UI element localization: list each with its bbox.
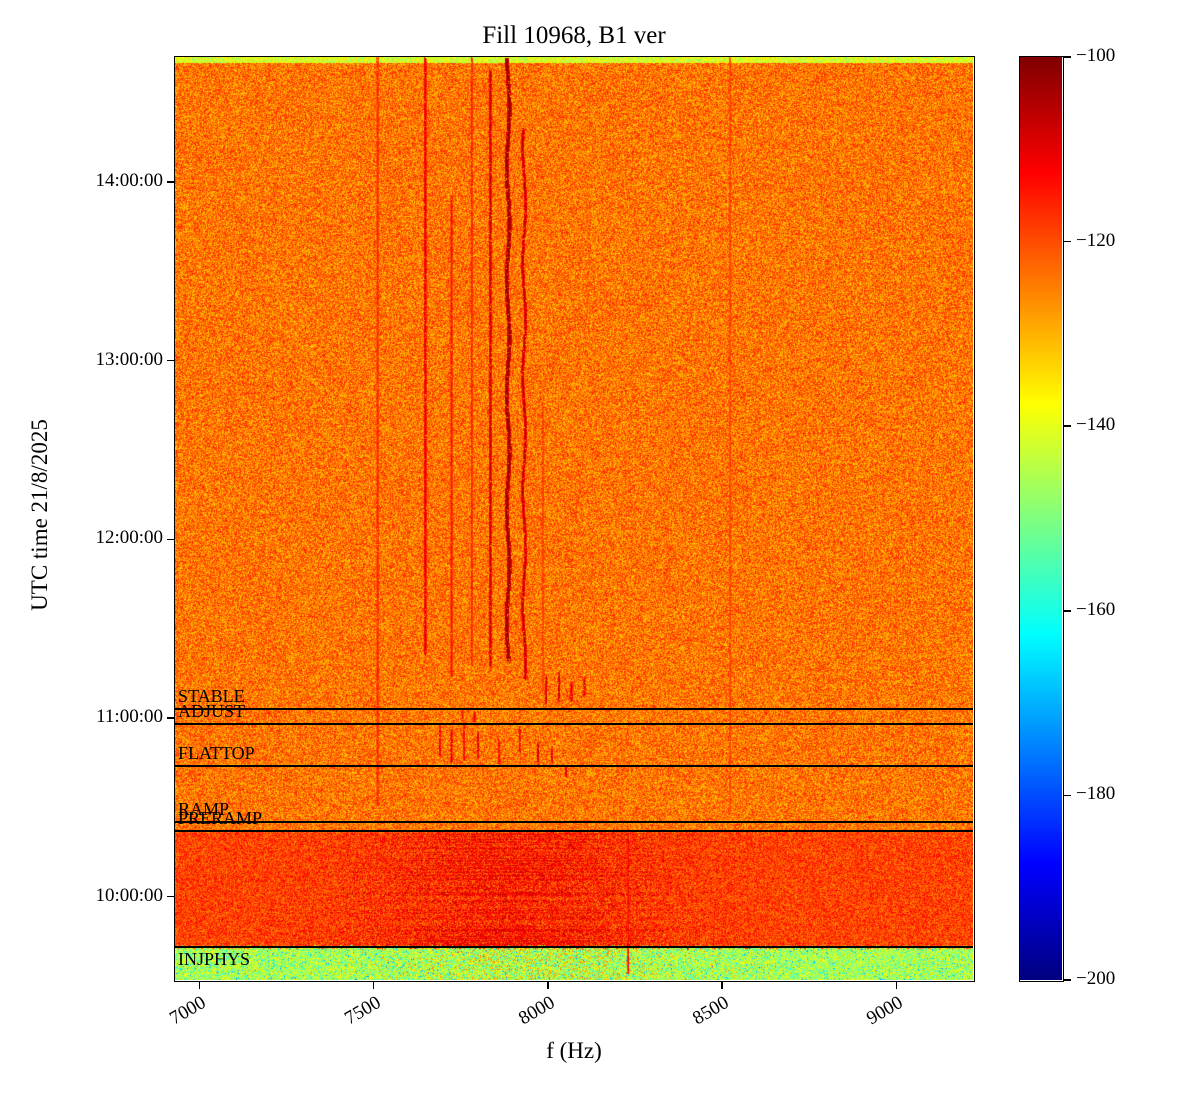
spectrogram-canvas	[175, 57, 973, 980]
x-axis-label: f (Hz)	[175, 1038, 973, 1064]
x-tick-label-9000: 9000	[863, 992, 907, 1030]
beam-mode-line-ramp	[175, 821, 973, 823]
y-axis-label: UTC time 21/8/2025	[27, 419, 53, 611]
beam-mode-line-adjust	[175, 723, 973, 725]
y-tick-mark-130000	[167, 360, 174, 362]
beam-mode-label-flattop: FLATTOP	[178, 743, 255, 764]
x-tick-label-8500: 8500	[689, 992, 733, 1030]
y-tick-label-100000: 10:00:00	[53, 885, 163, 907]
x-tick-mark-7500	[373, 982, 375, 989]
beam-mode-line-preramp	[175, 830, 973, 832]
beam-mode-line-flattop	[175, 765, 973, 767]
beam-mode-line-stable	[175, 708, 973, 710]
beam-mode-line-injphys	[175, 946, 973, 948]
y-tick-label-120000: 12:00:00	[53, 527, 163, 549]
x-tick-label-8000: 8000	[515, 992, 559, 1030]
y-tick-label-110000: 11:00:00	[53, 706, 163, 728]
x-tick-mark-9000	[896, 982, 898, 989]
colorbar-tick-mark-160	[1064, 610, 1071, 612]
figure: Fill 10968, B1 ver UTC time 21/8/2025 f …	[0, 0, 1200, 1100]
colorbar-tick-mark-200	[1064, 979, 1071, 981]
y-tick-label-140000: 14:00:00	[53, 170, 163, 192]
colorbar-tick-label-120: −120	[1076, 230, 1115, 252]
colorbar-tick-label-180: −180	[1076, 783, 1115, 805]
beam-mode-label-adjust: ADJUST	[178, 701, 245, 722]
colorbar-tick-mark-120	[1064, 241, 1071, 243]
y-tick-mark-100000	[167, 896, 174, 898]
plot-title: Fill 10968, B1 ver	[175, 22, 973, 50]
colorbar-tick-label-100: −100	[1076, 45, 1115, 67]
x-tick-label-7500: 7500	[341, 992, 385, 1030]
colorbar-tick-mark-180	[1064, 795, 1071, 797]
y-tick-label-130000: 13:00:00	[53, 349, 163, 371]
beam-mode-label-injphys: INJPHYS	[178, 949, 250, 970]
y-tick-mark-120000	[167, 539, 174, 541]
y-tick-mark-140000	[167, 181, 174, 183]
x-tick-mark-8500	[721, 982, 723, 989]
y-tick-mark-110000	[167, 717, 174, 719]
colorbar-tick-label-140: −140	[1076, 414, 1115, 436]
colorbar-gradient	[1020, 57, 1062, 980]
colorbar-tick-label-200: −200	[1076, 968, 1115, 990]
beam-mode-label-preramp: PRERAMP	[178, 808, 262, 829]
x-tick-label-7000: 7000	[166, 992, 210, 1030]
colorbar-tick-mark-100	[1064, 56, 1071, 58]
colorbar-tick-mark-140	[1064, 425, 1071, 427]
colorbar-tick-label-160: −160	[1076, 599, 1115, 621]
x-tick-mark-8000	[547, 982, 549, 989]
x-tick-mark-7000	[199, 982, 201, 989]
